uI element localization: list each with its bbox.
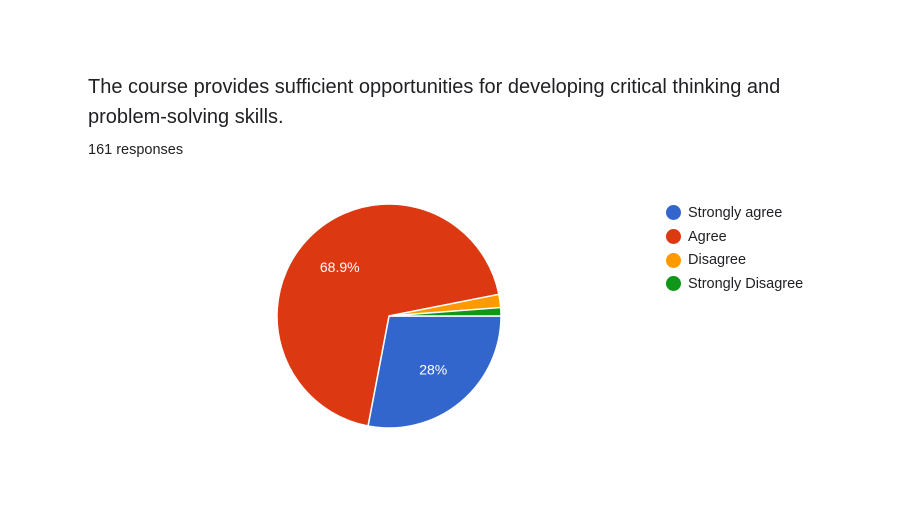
legend-label: Strongly Disagree [688, 275, 804, 292]
pie-slice-strongly-disagree[interactable] [388, 306, 502, 317]
legend-label: Agree [688, 228, 727, 245]
slice-label-strongly-agree: 28% [419, 362, 447, 378]
legend-swatch [666, 276, 681, 292]
chart-legend: Strongly agree Agree Disagree Strongly Disa… [666, 201, 803, 296]
legend-label: Strongly agree [688, 204, 783, 221]
response-count: 161 responses [88, 142, 184, 158]
legend-item-strongly-disagree[interactable]: Strongly Disagree [666, 272, 803, 296]
legend-item-disagree[interactable]: Disagree [666, 248, 803, 272]
legend-item-agree[interactable]: Agree [666, 225, 803, 249]
question-title: The course provides sufficient opportuni… [88, 76, 781, 128]
legend-swatch [666, 252, 681, 268]
legend-swatch [666, 229, 681, 245]
legend-label: Disagree [688, 252, 747, 269]
legend-item-strongly-agree[interactable]: Strongly agree [666, 201, 803, 225]
pie-slice-strongly-agree[interactable] [367, 315, 502, 429]
slice-label-agree: 68.9% [320, 259, 360, 275]
pie-slice-agree[interactable] [276, 203, 500, 427]
legend-swatch [666, 205, 681, 221]
